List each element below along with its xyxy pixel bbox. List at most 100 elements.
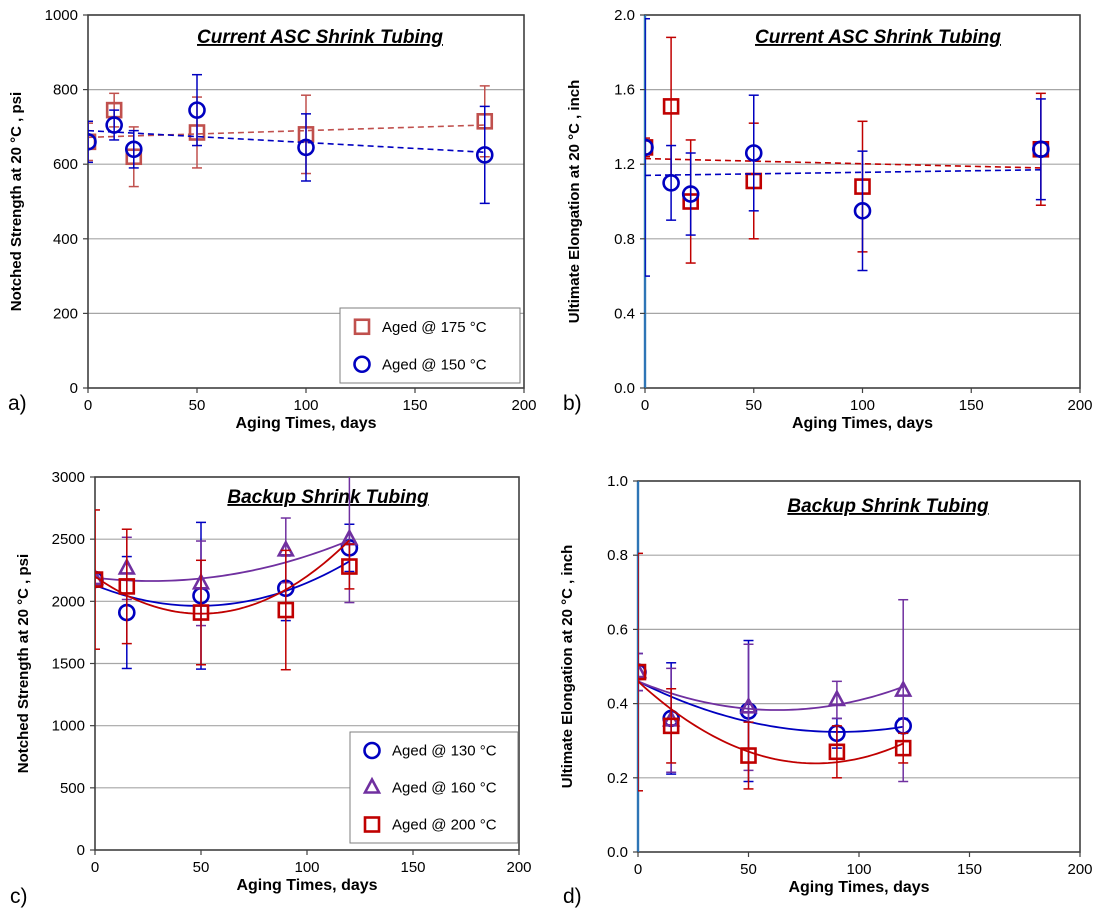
series-1 [88,73,494,205]
chart-panel-a: 0 200 400 600 800 1000 0 50 100 150 200 Aging Times… [8,7,537,432]
y-axis-label: Notched Strength at 20 °C , psi [8,92,25,311]
data-point [638,661,648,679]
data-point [740,747,757,764]
data-point [124,140,143,159]
legend-marker [363,741,381,760]
y-tick-label: 400 [53,231,78,248]
chart-panel-d: 0.0 0.2 0.4 0.6 0.8 1.0 0 50 100 150 200 Aging Time… [559,473,1093,908]
y-axis-label: Ultimate Elongation at 20 °C , inch [559,545,576,789]
y-tick-label: 800 [53,82,78,99]
y-tick-label: 0 [77,842,85,859]
data-point [739,696,758,714]
legend-marker [353,355,371,374]
x-tick-label: 100 [293,397,318,414]
data-point [894,679,913,697]
data-point [853,202,872,220]
plot-frame [637,480,1081,853]
chart-title: Backup Shrink Tubing [787,496,989,517]
x-tick-label: 150 [400,859,425,876]
data-point [95,568,105,586]
x-tick-label: 200 [1067,861,1092,878]
trend-curve [638,680,904,765]
y-tick-label: 600 [53,156,78,173]
x-tick-label: 50 [193,859,210,876]
plot-area [645,17,1050,277]
data-point [662,717,680,735]
data-point [277,601,295,619]
data-point [341,558,358,575]
y-tick-label: 2.0 [614,7,635,24]
y-tick-label: 3000 [52,469,85,486]
x-tick-label: 100 [850,397,875,414]
data-point [118,578,136,595]
x-tick-label: 150 [402,397,427,414]
data-point [662,98,680,115]
x-tick-label: 200 [1067,397,1092,414]
trend-line [645,157,1041,169]
data-point [828,743,846,761]
legend-marker [362,776,382,794]
y-axis-label: Notched Strength at 20 °C , psi [15,554,32,773]
series-0 [88,85,494,188]
x-axis-label: Aging Times, days [236,877,377,894]
trend-curve [95,560,350,607]
y-tick-label: 1000 [52,718,85,735]
x-tick-label: 0 [634,861,642,878]
data-point [645,138,654,157]
panel-label: d) [563,885,582,908]
x-tick-label: 50 [740,861,757,878]
y-tick-label: 0.6 [607,621,628,638]
data-point [88,133,97,151]
x-axis-label: Aging Times, days [792,415,933,432]
chart-title: Current ASC Shrink Tubing [197,27,443,48]
plot-area [95,477,359,671]
panel-label: a) [8,392,27,415]
plot-area [88,73,494,205]
data-point [827,689,847,707]
x-tick-label: 200 [511,397,536,414]
legend-label: Aged @ 130 °C [392,743,497,760]
y-tick-label: 200 [53,305,78,322]
trend-line [88,129,485,154]
legend-marker [363,816,381,833]
y-tick-label: 0.0 [607,844,628,861]
chart-title: Backup Shrink Tubing [227,487,429,508]
x-tick-label: 100 [294,859,319,876]
trend-curve [95,539,351,615]
data-point [744,144,763,162]
trend-curve [638,680,904,733]
trend-line [645,169,1041,177]
y-tick-label: 2000 [52,593,85,610]
data-point [681,185,700,203]
x-axis-label: Aging Times, days [235,415,376,432]
x-tick-label: 200 [506,859,531,876]
series-1 [638,598,913,783]
legend: Aged @ 130 °C Aged @ 160 °C Aged @ 200 °C [349,731,519,844]
series-2 [95,509,358,671]
y-tick-label: 0 [70,380,78,397]
y-tick-label: 0.8 [614,231,635,248]
y-tick-label: 0.2 [607,770,628,787]
data-point [662,174,680,192]
legend-marker [353,318,371,336]
x-tick-label: 150 [959,397,984,414]
chart-panel-b: 0.0 0.4 0.8 1.2 1.6 2.0 0 50 100 150 200 Aging Time… [563,7,1093,432]
chart-panel-c: 0 500 1000 1500 2000 2500 3000 0 50 100 150 200 Agin… [10,469,532,908]
legend: Aged @ 175 °C Aged @ 150 °C [339,307,521,384]
x-tick-label: 0 [91,859,99,876]
y-tick-label: 0.4 [607,696,628,713]
panel-label: b) [563,392,582,415]
data-point [638,663,647,681]
data-point [188,101,206,119]
x-tick-label: 0 [84,397,92,414]
x-tick-label: 100 [846,861,871,878]
y-axis-label: Ultimate Elongation at 20 °C , inch [566,80,583,324]
y-tick-label: 500 [60,780,85,797]
y-tick-label: 0.8 [607,547,628,564]
series-1 [645,17,1050,277]
data-point [894,739,912,757]
series-2 [638,552,912,792]
chart-title: Current ASC Shrink Tubing [755,27,1001,48]
panel-label: c) [10,885,28,908]
x-axis-label: Aging Times, days [788,879,929,896]
